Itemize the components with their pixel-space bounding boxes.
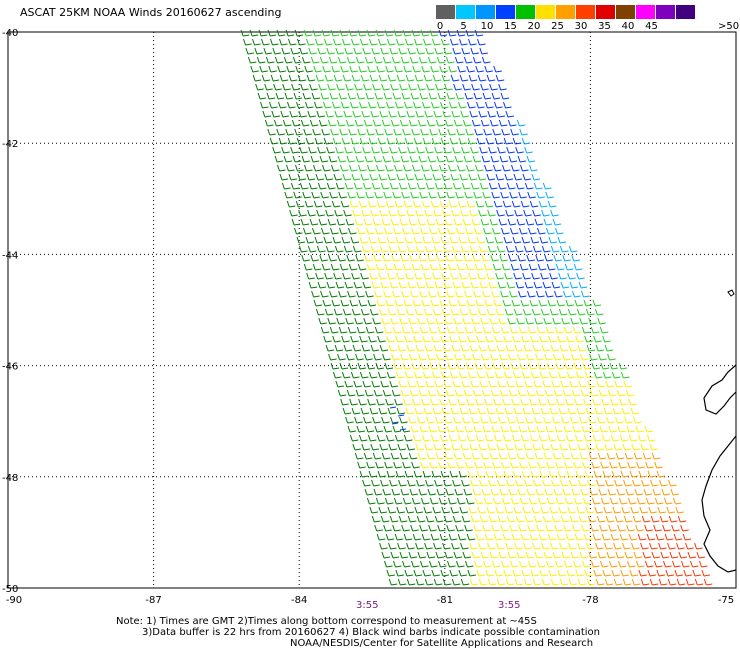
wind-barb-group (349, 200, 658, 586)
longitude-tick-label: -87 (145, 595, 161, 606)
axis-labels: -90 -87 -84 -81 -78 -75 -40 -42 -44 -46 -48 -50 (2, 28, 734, 606)
legend-swatch (436, 5, 456, 19)
legend-swatch (476, 5, 496, 19)
legend-tick: 45 (645, 21, 658, 32)
longitude-tick-label: -81 (437, 595, 453, 606)
wind-speed-legend: 0 5 10 15 20 25 30 35 40 45 >50 knots (436, 5, 740, 35)
legend-swatch (556, 5, 576, 19)
legend-swatch (456, 5, 476, 19)
legend-tick: 40 (621, 21, 635, 32)
time-label-2: 3:55 (498, 600, 521, 611)
legend-color-bar (436, 5, 696, 19)
legend-tick: 0 (436, 21, 444, 32)
legend-swatch (536, 5, 556, 19)
legend-swatch (636, 5, 656, 19)
latitude-tick-label: -50 (2, 584, 18, 595)
note-line-2: 3)Data buffer is 22 hrs from 20160627 4)… (142, 627, 600, 638)
latitude-tick-label: -40 (2, 28, 18, 39)
legend-tick: 30 (574, 21, 588, 32)
legend-unit-label: >50 knots (718, 21, 740, 32)
wind-barb-group (303, 29, 630, 379)
legend-tick: 15 (504, 21, 517, 32)
time-label-1: 3:55 (356, 600, 379, 611)
legend-tick: 5 (460, 21, 467, 32)
wind-barb-group (516, 119, 590, 298)
wind-barb-group (438, 29, 563, 298)
latitude-tick-label: -46 (2, 362, 18, 373)
legend-swatch (616, 5, 636, 19)
wind-barb-group (389, 406, 407, 431)
wind-barbs (240, 29, 713, 586)
legend-swatch (676, 5, 696, 19)
legend-tick: 20 (527, 21, 541, 32)
legend-swatch (596, 5, 616, 19)
latitude-tick-label: -44 (2, 250, 18, 261)
chile-coastline (701, 289, 737, 573)
wind-barb-group (637, 515, 713, 586)
legend-tick: 10 (480, 21, 494, 32)
island-outline (727, 289, 735, 297)
lat-lon-grid (7, 31, 737, 589)
map-title: ASCAT 25KM NOAA Winds 20160627 ascending (20, 6, 282, 19)
legend-swatch (656, 5, 676, 19)
legend-swatch (516, 5, 536, 19)
note-line-3: NOAA/NESDIS/Center for Satellite Applica… (290, 638, 594, 649)
longitude-tick-label: -84 (291, 595, 307, 606)
latitude-tick-label: -48 (2, 473, 18, 484)
legend-swatch (576, 5, 596, 19)
map-frame (7, 31, 737, 589)
legend-swatch (496, 5, 516, 19)
wind-barb-group (240, 29, 476, 586)
longitude-tick-label: -75 (718, 595, 734, 606)
wind-barb-group (587, 452, 684, 586)
note-line-1: Note: 1) Times are GMT 2)Times along bot… (116, 616, 537, 627)
longitude-tick-label: -90 (6, 595, 22, 606)
coastline-path (701, 364, 737, 573)
longitude-tick-label: -78 (582, 595, 598, 606)
legend-tick: 25 (551, 21, 564, 32)
legend-tick: 35 (598, 21, 611, 32)
latitude-tick-label: -42 (2, 139, 18, 150)
